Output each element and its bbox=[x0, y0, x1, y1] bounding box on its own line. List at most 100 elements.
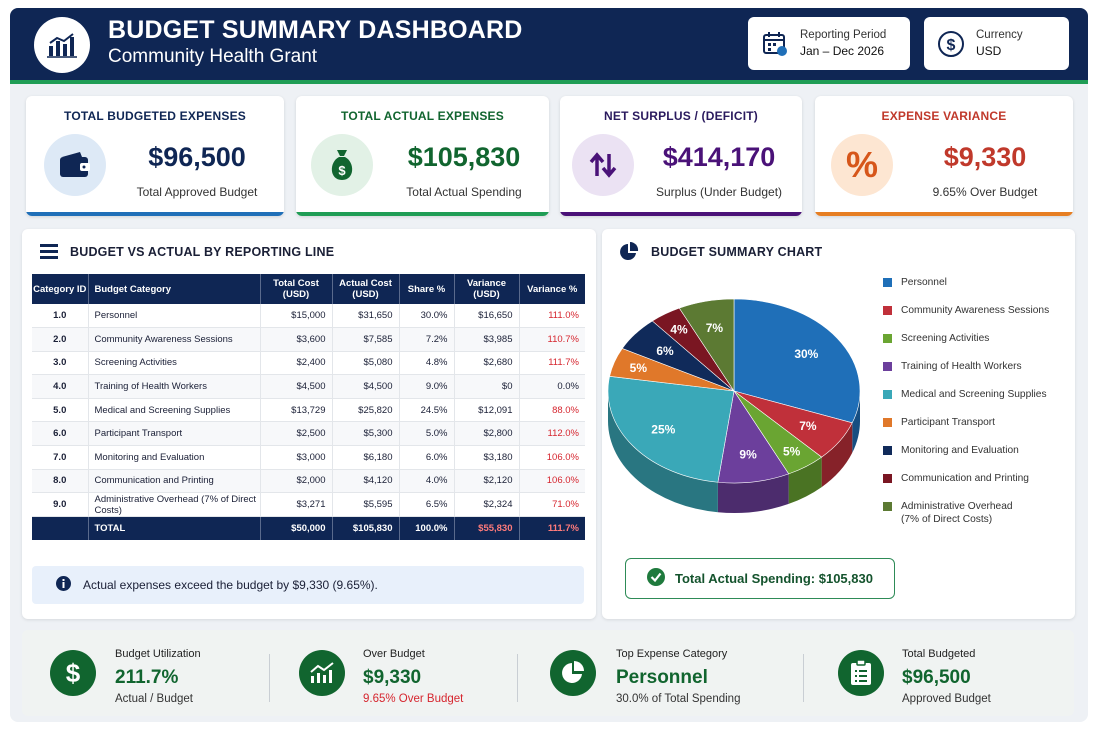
table-header-row: Category ID Budget Category Total Cost (… bbox=[32, 274, 585, 304]
dashboard-frame: BUDGET SUMMARY DASHBOARD Community Healt… bbox=[10, 8, 1088, 722]
legend-item[interactable]: Participant Transport bbox=[883, 416, 1083, 429]
table-total-row: TOTAL $50,000 $105,830 100.0% $55,830 11… bbox=[32, 516, 585, 541]
table-cell: 1.0 bbox=[32, 304, 89, 329]
legend-item[interactable]: Monitoring and Evaluation bbox=[883, 444, 1083, 457]
kpi-title: TOTAL ACTUAL EXPENSES bbox=[341, 109, 504, 123]
summary-label: Over Budget bbox=[363, 648, 425, 660]
legend-swatch bbox=[883, 502, 892, 511]
money-bag-icon: $ bbox=[311, 134, 373, 196]
reporting-period-value: Jan – Dec 2026 bbox=[800, 44, 885, 58]
pie-slice-label: 5% bbox=[783, 444, 801, 458]
pie-slice-side bbox=[852, 391, 860, 453]
table-cell: $3,600 bbox=[260, 327, 333, 352]
table-cell: 111.0% bbox=[519, 304, 585, 329]
table-row: 4.0 Training of Health Workers $4,500 $4,50… bbox=[32, 374, 585, 399]
info-icon bbox=[56, 576, 71, 594]
table-cell: $12,091 bbox=[454, 398, 520, 423]
col-header: Share % bbox=[399, 274, 455, 304]
kpi-title: EXPENSE VARIANCE bbox=[881, 109, 1007, 123]
col-header: Variance (USD) bbox=[454, 274, 520, 304]
legend-label: Monitoring and Evaluation bbox=[901, 445, 1019, 456]
legend-swatch bbox=[883, 390, 892, 399]
summary-label: Total Budgeted bbox=[902, 648, 976, 660]
kpi-title: NET SURPLUS / (DEFICIT) bbox=[604, 109, 758, 123]
table-row: 7.0 Monitoring and Evaluation $3,000 $6,180… bbox=[32, 445, 585, 470]
table-row: 2.0 Community Awareness Sessions $3,600 $7,… bbox=[32, 327, 585, 352]
table-cell: 106.0% bbox=[519, 445, 585, 470]
total-cell: 100.0% bbox=[399, 516, 455, 541]
summary-value: $9,330 bbox=[363, 667, 422, 688]
legend-swatch bbox=[883, 418, 892, 427]
pie-slice[interactable] bbox=[607, 375, 735, 483]
table-cell: Communication and Printing bbox=[88, 469, 261, 494]
currency-box[interactable]: $ Currency USD bbox=[924, 17, 1069, 70]
table-cell: Personnel bbox=[88, 304, 261, 329]
table-cell: 112.0% bbox=[519, 421, 585, 447]
legend-item[interactable]: Personnel bbox=[883, 276, 1083, 289]
table-cell: $4,120 bbox=[332, 469, 400, 494]
trend-up-icon bbox=[299, 650, 345, 696]
summary-sub: Actual / Budget bbox=[115, 693, 193, 705]
percent-icon: % bbox=[831, 134, 893, 196]
kpi-subtext: Total Approved Budget bbox=[136, 185, 258, 199]
dollar-icon: $ bbox=[50, 650, 96, 696]
legend-item[interactable]: Communication and Printing bbox=[883, 472, 1083, 485]
col-header: Budget Category bbox=[88, 274, 261, 304]
kpi-value: $105,830 bbox=[407, 142, 521, 172]
divider bbox=[269, 654, 270, 702]
total-cell: $105,830 bbox=[332, 516, 400, 541]
svg-text:$: $ bbox=[947, 37, 956, 54]
table-cell: Screening Activities bbox=[88, 351, 261, 376]
table-cell: $16,650 bbox=[454, 304, 520, 329]
pie-slice-label: 6% bbox=[656, 344, 674, 358]
table-cell: 7.2% bbox=[399, 327, 455, 352]
table-cell: Monitoring and Evaluation bbox=[88, 445, 261, 470]
kpi-subtext: Surplus (Under Budget) bbox=[655, 185, 783, 199]
info-note: Actual expenses exceed the budget by $9,… bbox=[32, 566, 584, 604]
table-cell: $25,820 bbox=[332, 398, 400, 423]
legend-swatch bbox=[883, 278, 892, 287]
total-cell: TOTAL bbox=[88, 516, 261, 541]
pie-slice-side bbox=[717, 473, 789, 513]
total-cell: 111.7% bbox=[519, 516, 585, 541]
pie-slice[interactable] bbox=[678, 298, 735, 392]
reporting-period-box[interactable]: Reporting Period Jan – Dec 2026 bbox=[748, 17, 910, 70]
table-cell: $6,180 bbox=[332, 445, 400, 470]
page-subtitle: Community Health Grant bbox=[108, 46, 318, 67]
legend-item[interactable]: Administrative Overhead (7% of Direct Co… bbox=[883, 500, 1083, 526]
check-circle-icon bbox=[647, 568, 666, 589]
legend-label: Community Awareness Sessions bbox=[901, 305, 1050, 316]
kpi-card-surplus: NET SURPLUS / (DEFICIT) $414,170 Surplus… bbox=[560, 96, 802, 216]
summary-label: Budget Utilization bbox=[115, 648, 201, 660]
table-cell: $13,729 bbox=[260, 398, 333, 423]
summary-sub: Approved Budget bbox=[902, 693, 991, 705]
table-cell: $2,120 bbox=[454, 469, 520, 494]
reporting-period-label: Reporting Period bbox=[800, 29, 887, 41]
pie-slice[interactable] bbox=[733, 298, 861, 424]
legend-item[interactable]: Medical and Screening Supplies bbox=[883, 388, 1083, 401]
pie-slice-label: 4% bbox=[670, 322, 688, 336]
total-cell: $55,830 bbox=[454, 516, 520, 541]
table-cell: 24.5% bbox=[399, 398, 455, 423]
table-row: 3.0 Screening Activities $2,400 $5,080 4.8% $… bbox=[32, 351, 585, 376]
legend-swatch bbox=[883, 362, 892, 371]
legend-item[interactable]: Training of Health Workers bbox=[883, 360, 1083, 373]
table-cell: 8.0 bbox=[32, 469, 89, 494]
table-cell: 9.0% bbox=[399, 374, 455, 399]
currency-value: USD bbox=[976, 44, 1002, 58]
summary-value: $96,500 bbox=[902, 667, 971, 688]
kpi-accent-bar bbox=[296, 212, 549, 216]
pie-slice-side bbox=[788, 457, 822, 504]
table-cell: 6.0 bbox=[32, 421, 89, 447]
legend-item[interactable]: Screening Activities bbox=[883, 332, 1083, 345]
legend-item[interactable]: Community Awareness Sessions bbox=[883, 304, 1083, 317]
kpi-card-actual: TOTAL ACTUAL EXPENSES $ $105,830 Total A… bbox=[296, 96, 549, 216]
table-cell: Community Awareness Sessions bbox=[88, 327, 261, 352]
pie-chart-icon bbox=[619, 241, 639, 267]
legend-label: Medical and Screening Supplies bbox=[901, 389, 1047, 400]
summary-sub: 9.65% Over Budget bbox=[363, 693, 464, 705]
total-cell: $50,000 bbox=[260, 516, 333, 541]
header-bar: BUDGET SUMMARY DASHBOARD Community Healt… bbox=[10, 8, 1088, 84]
table-row: 6.0 Participant Transport $2,500 $5,300 5.0%… bbox=[32, 421, 585, 447]
table-cell: $4,500 bbox=[260, 374, 333, 399]
